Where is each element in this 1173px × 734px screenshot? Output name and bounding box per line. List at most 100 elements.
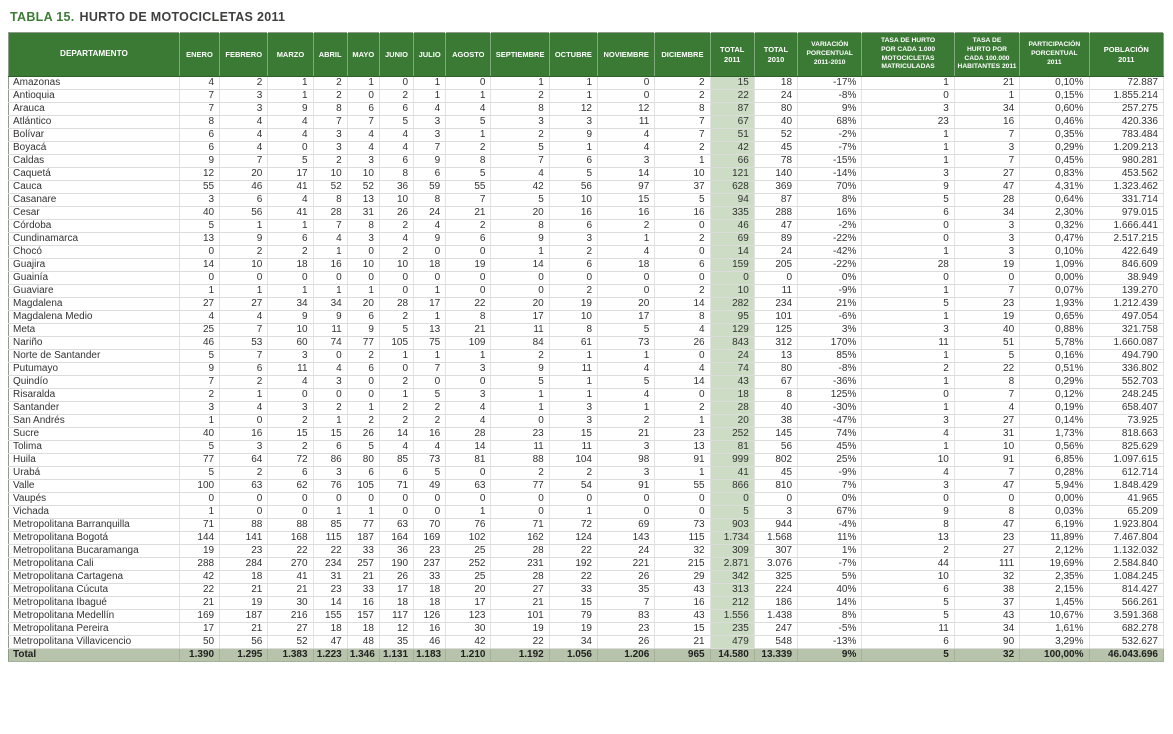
total_2010-cell: 52 <box>754 128 799 142</box>
total_2011-cell: 51 <box>710 128 755 142</box>
department-cell: Chocó <box>8 245 180 259</box>
table-row: Atlántico 8 4 4 7 7 5 3 5 3 3 11 7 67 40 68% 23 16 0,46% 42… <box>8 115 1164 129</box>
tasa_habitantes-cell: 23 <box>954 531 1021 545</box>
junio-cell: 0 <box>379 271 415 285</box>
department-cell: Metropolitana Bogotá <box>8 531 180 545</box>
septiembre-cell: 28 <box>490 570 550 584</box>
agosto-cell: 5 <box>445 115 492 129</box>
marzo-cell: 6 <box>267 466 314 480</box>
abril-cell: 76 <box>313 479 348 493</box>
noviembre-cell: 69 <box>597 518 656 532</box>
diciembre-cell: 14 <box>654 297 711 311</box>
enero-cell: 19 <box>179 544 221 558</box>
diciembre-cell: 0 <box>654 388 711 402</box>
total_2011-cell: 14.580 <box>710 648 755 662</box>
total_2010-cell: 810 <box>754 479 799 493</box>
total_2011-cell: 212 <box>710 596 755 610</box>
participacion-cell: 5,78% <box>1019 336 1090 350</box>
noviembre-cell: 4 <box>597 128 656 142</box>
abril-cell: 28 <box>313 206 348 220</box>
diciembre-cell: 1 <box>654 466 711 480</box>
total_2011-cell: 10 <box>710 284 755 298</box>
poblacion-cell: 321.758 <box>1089 323 1164 337</box>
julio-cell: 169 <box>413 531 447 545</box>
table-row: Cauca 55 46 41 52 52 36 59 55 42 56 97 37 628 369 70% 9 4… <box>8 180 1164 194</box>
septiembre-cell: 0 <box>490 492 550 506</box>
diciembre-cell: 37 <box>654 180 711 194</box>
febrero-cell: 63 <box>219 479 269 493</box>
tasa_matriculadas-cell: 5 <box>861 596 955 610</box>
table-row: Metropolitana Bogotá 144 141 168 115 187 164 16… <box>8 531 1164 545</box>
poblacion-cell: 1.855.214 <box>1089 89 1164 103</box>
variacion-cell: 14% <box>797 596 863 610</box>
noviembre-cell: 0 <box>597 492 656 506</box>
table-row: Metropolitana Cali 288 284 270 234 257 190 237 2… <box>8 557 1164 571</box>
tasa_matriculadas-cell: 2 <box>861 544 955 558</box>
poblacion-cell: 1.097.615 <box>1089 453 1164 467</box>
octubre-cell: 2 <box>549 466 599 480</box>
octubre-cell: 192 <box>549 557 599 571</box>
junio-cell: 5 <box>379 323 415 337</box>
diciembre-cell: 2 <box>654 232 711 246</box>
poblacion-cell: 73.925 <box>1089 414 1164 428</box>
total_2010-cell: 1.438 <box>754 609 799 623</box>
column-header-diciembre: DICIEMBRE <box>654 32 711 77</box>
poblacion-cell: 65.209 <box>1089 505 1164 519</box>
junio-cell: 164 <box>379 531 415 545</box>
septiembre-cell: 42 <box>490 180 550 194</box>
variacion-cell: 11% <box>797 531 863 545</box>
mayo-cell: 157 <box>347 609 380 623</box>
participacion-cell: 5,94% <box>1019 479 1090 493</box>
noviembre-cell: 5 <box>597 375 656 389</box>
julio-cell: 1 <box>413 284 447 298</box>
agosto-cell: 55 <box>445 180 492 194</box>
febrero-cell: 46 <box>219 180 269 194</box>
table-row: Metropolitana Bucaramanga 19 23 22 22 33 36 23 2… <box>8 544 1164 558</box>
tasa_habitantes-cell: 38 <box>954 583 1021 597</box>
mayo-cell: 6 <box>347 362 380 376</box>
department-cell: Metropolitana Medellín <box>8 609 180 623</box>
mayo-cell: 0 <box>347 271 380 285</box>
participacion-cell: 0,45% <box>1019 154 1090 168</box>
marzo-cell: 1 <box>267 76 314 90</box>
abril-cell: 2 <box>313 76 348 90</box>
septiembre-cell: 1 <box>490 76 550 90</box>
agosto-cell: 1 <box>445 89 492 103</box>
enero-cell: 13 <box>179 232 221 246</box>
total_2010-cell: 24 <box>754 245 799 259</box>
variacion-cell: -2% <box>797 128 863 142</box>
septiembre-cell: 20 <box>490 206 550 220</box>
noviembre-cell: 73 <box>597 336 656 350</box>
enero-cell: 40 <box>179 206 221 220</box>
abril-cell: 6 <box>313 440 348 454</box>
department-cell: Casanare <box>8 193 180 207</box>
septiembre-cell: 162 <box>490 531 550 545</box>
total_2011-cell: 0 <box>710 271 755 285</box>
tasa_habitantes-cell: 19 <box>954 258 1021 272</box>
total_2011-cell: 41 <box>710 466 755 480</box>
enero-cell: 17 <box>179 622 221 636</box>
abril-cell: 1.223 <box>313 648 348 662</box>
tasa_habitantes-cell: 7 <box>954 284 1021 298</box>
julio-cell: 18 <box>413 258 447 272</box>
table-row: Antioquia 7 3 1 2 0 2 1 1 2 1 0 2 22 24 -8% 0 1 0,15% 1.855… <box>8 89 1164 103</box>
enero-cell: 6 <box>179 141 221 155</box>
total_2011-cell: 628 <box>710 180 755 194</box>
table-row: Metropolitana Ibagué 21 19 30 14 16 18 18 17 21 15… <box>8 596 1164 610</box>
abril-cell: 34 <box>313 297 348 311</box>
department-cell: Magdalena <box>8 297 180 311</box>
agosto-cell: 4 <box>445 401 492 415</box>
tasa_matriculadas-cell: 28 <box>861 258 955 272</box>
participacion-cell: 0,10% <box>1019 245 1090 259</box>
octubre-cell: 10 <box>549 193 599 207</box>
variacion-cell: 1% <box>797 544 863 558</box>
total_2010-cell: 234 <box>754 297 799 311</box>
agosto-cell: 30 <box>445 622 492 636</box>
agosto-cell: 102 <box>445 531 492 545</box>
poblacion-cell: 1.923.804 <box>1089 518 1164 532</box>
septiembre-cell: 2 <box>490 466 550 480</box>
total_2010-cell: 548 <box>754 635 799 649</box>
participacion-cell: 1,61% <box>1019 622 1090 636</box>
enero-cell: 46 <box>179 336 221 350</box>
table-row: Norte de Santander 5 7 3 0 2 1 1 1 2 1 1 0 24 13 85% 1 5 0… <box>8 349 1164 363</box>
